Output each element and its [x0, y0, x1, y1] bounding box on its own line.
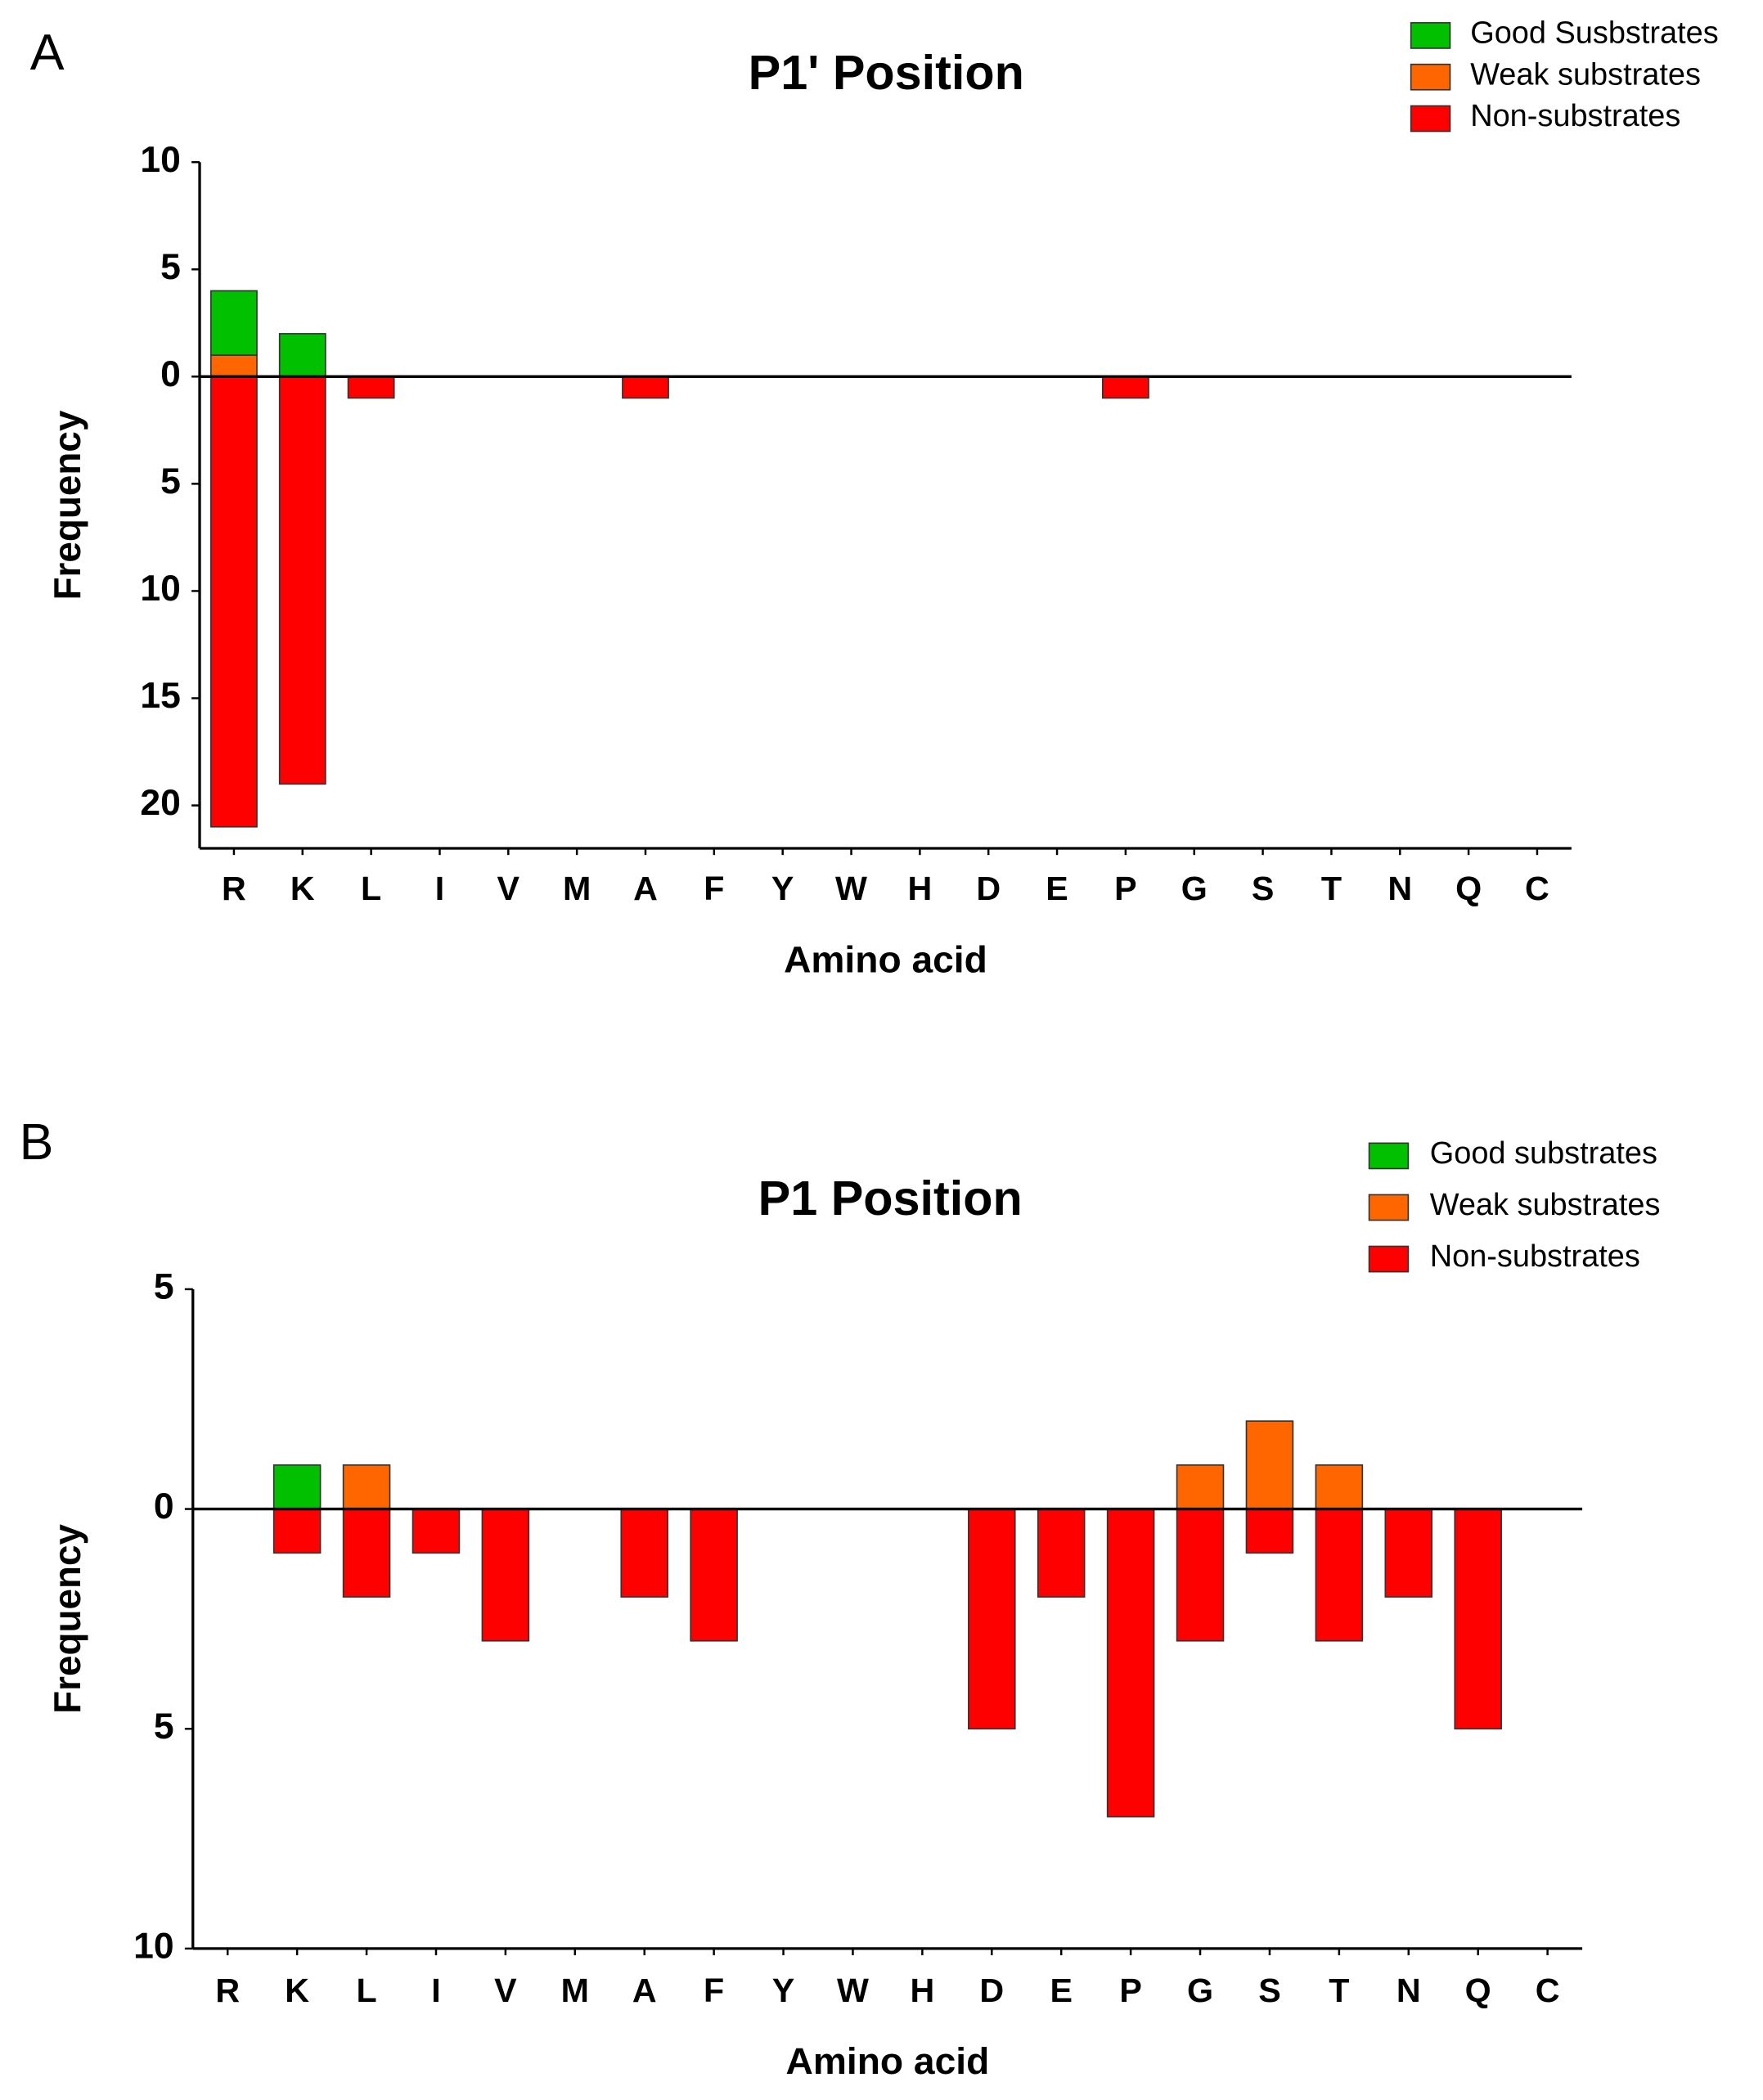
legend-label: Good substrates: [1430, 1136, 1657, 1171]
legend-label: Non-substrates: [1470, 99, 1680, 133]
x-tick-label: T: [1329, 1972, 1349, 2009]
x-tick-label: V: [497, 870, 520, 907]
x-tick-label: D: [976, 870, 1001, 907]
bar: [1106, 1508, 1155, 1818]
bar: [210, 354, 258, 378]
y-tick-label: 5: [154, 1707, 174, 1747]
bar: [1037, 1508, 1086, 1598]
chart-title: P1 Position: [758, 1171, 1023, 1225]
x-tick-label: F: [704, 870, 724, 907]
bar: [210, 375, 258, 828]
x-tick-label: M: [563, 870, 591, 907]
legend-swatch: [1368, 1245, 1410, 1273]
bar: [278, 375, 326, 785]
bar: [347, 375, 395, 399]
chart-title: P1' Position: [749, 45, 1024, 100]
x-tick-label: S: [1252, 870, 1274, 907]
x-tick-label: Y: [772, 1972, 794, 2009]
y-tick-label: 5: [160, 247, 181, 287]
legend-swatch: [1410, 22, 1451, 49]
x-tick-label: T: [1321, 870, 1342, 907]
bar: [1176, 1508, 1225, 1642]
legend-label: Good Susbstrates: [1470, 16, 1719, 51]
x-tick-label: E: [1050, 1972, 1072, 2009]
y-tick-label: 0: [160, 354, 181, 394]
x-tick-label: P: [1119, 1972, 1141, 2009]
bar: [1101, 375, 1149, 399]
x-tick-label: H: [910, 1972, 934, 2009]
bar: [342, 1464, 391, 1510]
bar: [968, 1508, 1016, 1730]
legend-swatch: [1368, 1194, 1410, 1221]
x-tick-label: Q: [1455, 870, 1482, 907]
bar: [272, 1508, 322, 1554]
bar: [272, 1464, 322, 1510]
x-tick-label: M: [561, 1972, 589, 2009]
x-tick-label: E: [1046, 870, 1068, 907]
y-axis-label: Frequency: [46, 1524, 88, 1714]
x-tick-label: Q: [1465, 1972, 1491, 2009]
x-tick-label: S: [1258, 1972, 1280, 2009]
x-axis-label: Amino acid: [786, 2039, 990, 2082]
panel-label: A: [30, 24, 65, 81]
y-axis-label: Frequency: [46, 410, 88, 600]
x-tick-label: A: [633, 870, 658, 907]
y-tick-label: 0: [154, 1486, 174, 1527]
legend-swatch: [1410, 105, 1451, 133]
bar: [1315, 1464, 1364, 1510]
y-tick-label: 10: [133, 1927, 174, 1967]
x-tick-label: F: [704, 1972, 724, 2009]
x-tick-label: W: [835, 870, 867, 907]
bar: [481, 1508, 530, 1642]
x-tick-label: H: [907, 870, 932, 907]
bar: [1384, 1508, 1433, 1598]
x-tick-label: I: [431, 1972, 440, 2009]
bar: [620, 1508, 668, 1598]
bar: [1315, 1508, 1364, 1642]
bar: [278, 333, 326, 378]
x-tick-label: I: [435, 870, 444, 907]
x-tick-label: W: [837, 1972, 869, 2009]
bar: [342, 1508, 391, 1598]
bar: [210, 290, 258, 356]
bar: [690, 1508, 738, 1642]
legend-label: Weak substrates: [1470, 57, 1701, 92]
x-tick-label: N: [1387, 870, 1412, 907]
y-tick-label: 5: [160, 461, 181, 501]
x-tick-label: L: [356, 1972, 376, 2009]
x-tick-label: R: [222, 870, 246, 907]
x-tick-label: Y: [771, 870, 794, 907]
legend-label: Non-substrates: [1430, 1239, 1640, 1274]
y-tick-label: 10: [140, 140, 181, 180]
x-tick-label: N: [1396, 1972, 1421, 2009]
x-tick-label: K: [290, 870, 315, 907]
x-tick-label: L: [361, 870, 381, 907]
x-tick-label: V: [494, 1972, 517, 2009]
y-tick-label: 20: [140, 783, 181, 823]
legend-label: Weak substrates: [1430, 1188, 1661, 1222]
bar: [1245, 1420, 1294, 1510]
x-tick-label: P: [1114, 870, 1136, 907]
x-tick-label: D: [979, 1972, 1004, 2009]
x-tick-label: C: [1525, 870, 1549, 907]
y-tick-label: 10: [140, 569, 181, 609]
bar: [622, 375, 669, 399]
legend-swatch: [1368, 1142, 1410, 1170]
x-tick-label: C: [1536, 1972, 1560, 2009]
x-tick-label: G: [1181, 870, 1208, 907]
x-tick-label: R: [215, 1972, 240, 2009]
x-tick-label: K: [285, 1972, 309, 2009]
x-tick-label: G: [1187, 1972, 1213, 2009]
bar: [1454, 1508, 1502, 1730]
y-tick-label: 15: [140, 676, 181, 716]
panel-label: B: [20, 1113, 54, 1171]
bar: [1176, 1464, 1225, 1510]
x-axis-label: Amino acid: [784, 938, 987, 980]
legend-swatch: [1410, 63, 1451, 91]
x-tick-label: A: [632, 1972, 657, 2009]
y-tick-label: 5: [154, 1267, 174, 1307]
bar: [1245, 1508, 1294, 1554]
bar: [412, 1508, 461, 1554]
